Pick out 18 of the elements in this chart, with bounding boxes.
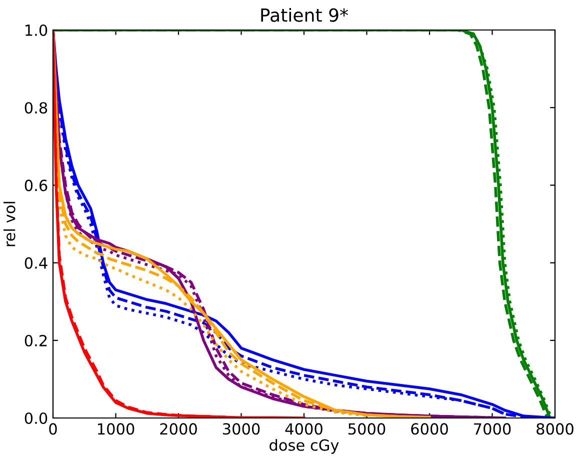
y-tick-label: 0.2: [24, 334, 47, 346]
y-tick-label: 0.6: [24, 180, 48, 192]
y-axis-title: rel vol: [4, 202, 16, 246]
x-tick-label: 0: [49, 423, 57, 435]
x-tick-label: 6000: [411, 423, 448, 435]
y-tick-label: 0.8: [24, 102, 48, 114]
x-tick-label: 3000: [222, 423, 260, 435]
chart-title: Patient 9*: [261, 8, 348, 22]
x-tick-label: 5000: [348, 423, 386, 435]
x-tick-label: 8000: [536, 423, 574, 435]
x-tick-label: 2000: [160, 423, 197, 435]
x-tick-label: 1000: [98, 423, 134, 435]
y-tick-label: 1.0: [26, 24, 48, 36]
x-axis-title: dose cGy: [270, 439, 339, 454]
x-tick-label: 7000: [474, 423, 511, 435]
y-tick-label: 0.0: [24, 412, 48, 424]
y-tick-label: 0.4: [24, 257, 48, 269]
x-tick-label: 4000: [285, 423, 322, 435]
